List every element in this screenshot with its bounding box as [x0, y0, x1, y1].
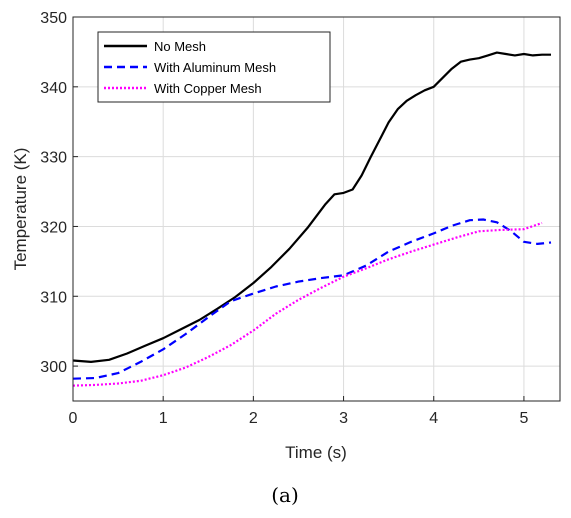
y-tick-label: 300 — [40, 359, 67, 376]
x-tick-label: 1 — [159, 410, 168, 427]
legend-label: With Copper Mesh — [154, 81, 262, 96]
y-axis-label: Temperature (K) — [11, 148, 30, 271]
plot-frame — [72, 16, 561, 402]
series-line-with-aluminum-mesh — [72, 218, 552, 380]
y-tick-label: 340 — [40, 80, 67, 97]
legend-label: With Aluminum Mesh — [154, 60, 276, 75]
x-tick-label: 4 — [429, 410, 438, 427]
legend-label: No Mesh — [154, 39, 206, 54]
y-tick-label: 310 — [40, 289, 67, 306]
x-tick-label: 3 — [339, 410, 348, 427]
legend: No Mesh With Aluminum Mesh With Copper Mes… — [97, 31, 331, 103]
x-tick-label: 2 — [249, 410, 258, 427]
y-tick-label: 350 — [40, 10, 67, 27]
series-line-with-copper-mesh — [72, 221, 543, 387]
y-tick-label: 330 — [40, 150, 67, 167]
series-line-no-mesh — [72, 51, 551, 363]
axis-ticks: 0 1 2 3 4 5 300 310 320 330 340 350 — [40, 10, 528, 427]
x-tick-label: 0 — [69, 410, 78, 427]
y-tick-label: 320 — [40, 219, 67, 236]
series-layer — [72, 51, 552, 387]
figure-caption: (a) — [271, 483, 299, 507]
x-tick-label: 5 — [519, 410, 528, 427]
x-axis-label: Time (s) — [285, 443, 347, 462]
